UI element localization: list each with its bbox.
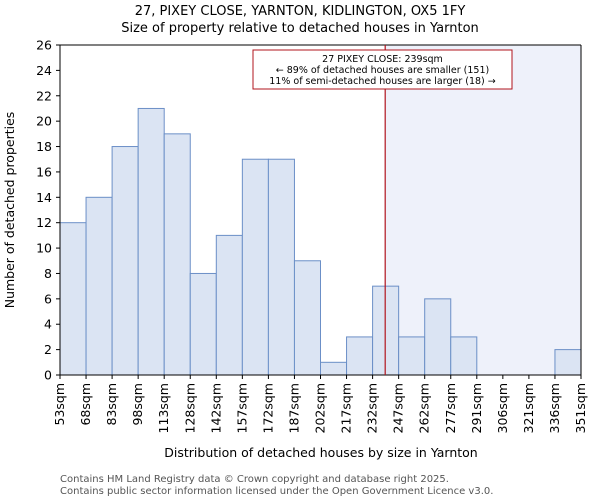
y-tick-label-14: 14 xyxy=(36,190,52,205)
x-axis-label: Distribution of detached houses by size … xyxy=(164,445,477,460)
x-tick-label-128sqm: 128sqm xyxy=(182,383,197,433)
bar-68sqm xyxy=(85,196,113,376)
y-tick-label-22: 22 xyxy=(36,88,52,103)
bar-113sqm xyxy=(163,133,191,376)
x-tick-label-277sqm: 277sqm xyxy=(443,383,458,433)
x-tick-label-157sqm: 157sqm xyxy=(234,383,249,433)
x-tick-label-217sqm: 217sqm xyxy=(339,383,354,433)
y-tick-label-16: 16 xyxy=(36,164,52,179)
annotation-line-2: ← 89% of detached houses are smaller (15… xyxy=(276,65,489,76)
x-tick-label-202sqm: 202sqm xyxy=(313,383,328,433)
y-tick-label-10: 10 xyxy=(36,241,52,256)
annotation-line-3: 11% of semi-detached houses are larger (… xyxy=(269,76,496,87)
bar-262sqm xyxy=(424,298,452,376)
x-tick-label-172sqm: 172sqm xyxy=(260,383,275,433)
highlight-region xyxy=(385,45,581,375)
footer-line-2: Contains public sector information licen… xyxy=(60,486,493,497)
x-tick-label-113sqm: 113sqm xyxy=(156,383,171,433)
x-tick-label-336sqm: 336sqm xyxy=(547,383,562,433)
y-tick-label-20: 20 xyxy=(36,114,52,129)
bar-83sqm xyxy=(111,146,139,376)
bar-157sqm xyxy=(241,158,269,376)
y-tick-label-8: 8 xyxy=(44,266,52,281)
x-tick-label-187sqm: 187sqm xyxy=(286,383,301,433)
bar-187sqm xyxy=(293,260,322,376)
annotation-box xyxy=(252,49,513,90)
y-tick-label-24: 24 xyxy=(36,63,52,78)
chart-subtitle: Size of property relative to detached ho… xyxy=(121,21,479,36)
x-tick-label-321sqm: 321sqm xyxy=(521,383,536,433)
x-tick-label-232sqm: 232sqm xyxy=(365,383,380,433)
x-tick-label-142sqm: 142sqm xyxy=(208,383,223,433)
x-tick-label-247sqm: 247sqm xyxy=(391,383,406,433)
y-tick-label-2: 2 xyxy=(44,342,52,357)
bar-217sqm xyxy=(346,336,374,376)
annotation-line-1: 27 PIXEY CLOSE: 239sqm xyxy=(322,54,443,65)
x-tick-label-68sqm: 68sqm xyxy=(78,383,93,426)
y-tick-label-0: 0 xyxy=(44,368,52,383)
x-tick-label-291sqm: 291sqm xyxy=(469,383,484,433)
x-tick-label-262sqm: 262sqm xyxy=(417,383,432,433)
bar-202sqm xyxy=(320,361,348,376)
bar-277sqm xyxy=(450,336,478,376)
bar-336sqm xyxy=(554,349,582,376)
y-tick-label-6: 6 xyxy=(44,291,52,306)
bar-172sqm xyxy=(267,158,295,376)
x-tick-label-306sqm: 306sqm xyxy=(495,383,510,433)
bar-128sqm xyxy=(189,272,217,376)
footer-line-1: Contains HM Land Registry data © Crown c… xyxy=(60,474,449,485)
bar-98sqm xyxy=(137,107,165,376)
bar-142sqm xyxy=(215,234,243,376)
y-tick-label-4: 4 xyxy=(44,317,52,332)
x-tick-label-98sqm: 98sqm xyxy=(130,383,145,426)
chart-title: 27, PIXEY CLOSE, YARNTON, KIDLINGTON, OX… xyxy=(135,4,466,19)
x-tick-label-83sqm: 83sqm xyxy=(104,383,119,426)
y-tick-label-26: 26 xyxy=(36,38,52,53)
y-tick-label-18: 18 xyxy=(36,139,52,154)
x-tick-label-53sqm: 53sqm xyxy=(52,383,67,426)
y-tick-label-12: 12 xyxy=(36,215,52,230)
bar-53sqm xyxy=(59,222,87,376)
x-tick-label-351sqm: 351sqm xyxy=(573,383,588,433)
bar-247sqm xyxy=(398,336,426,376)
y-axis-label: Number of detached properties xyxy=(2,112,17,309)
